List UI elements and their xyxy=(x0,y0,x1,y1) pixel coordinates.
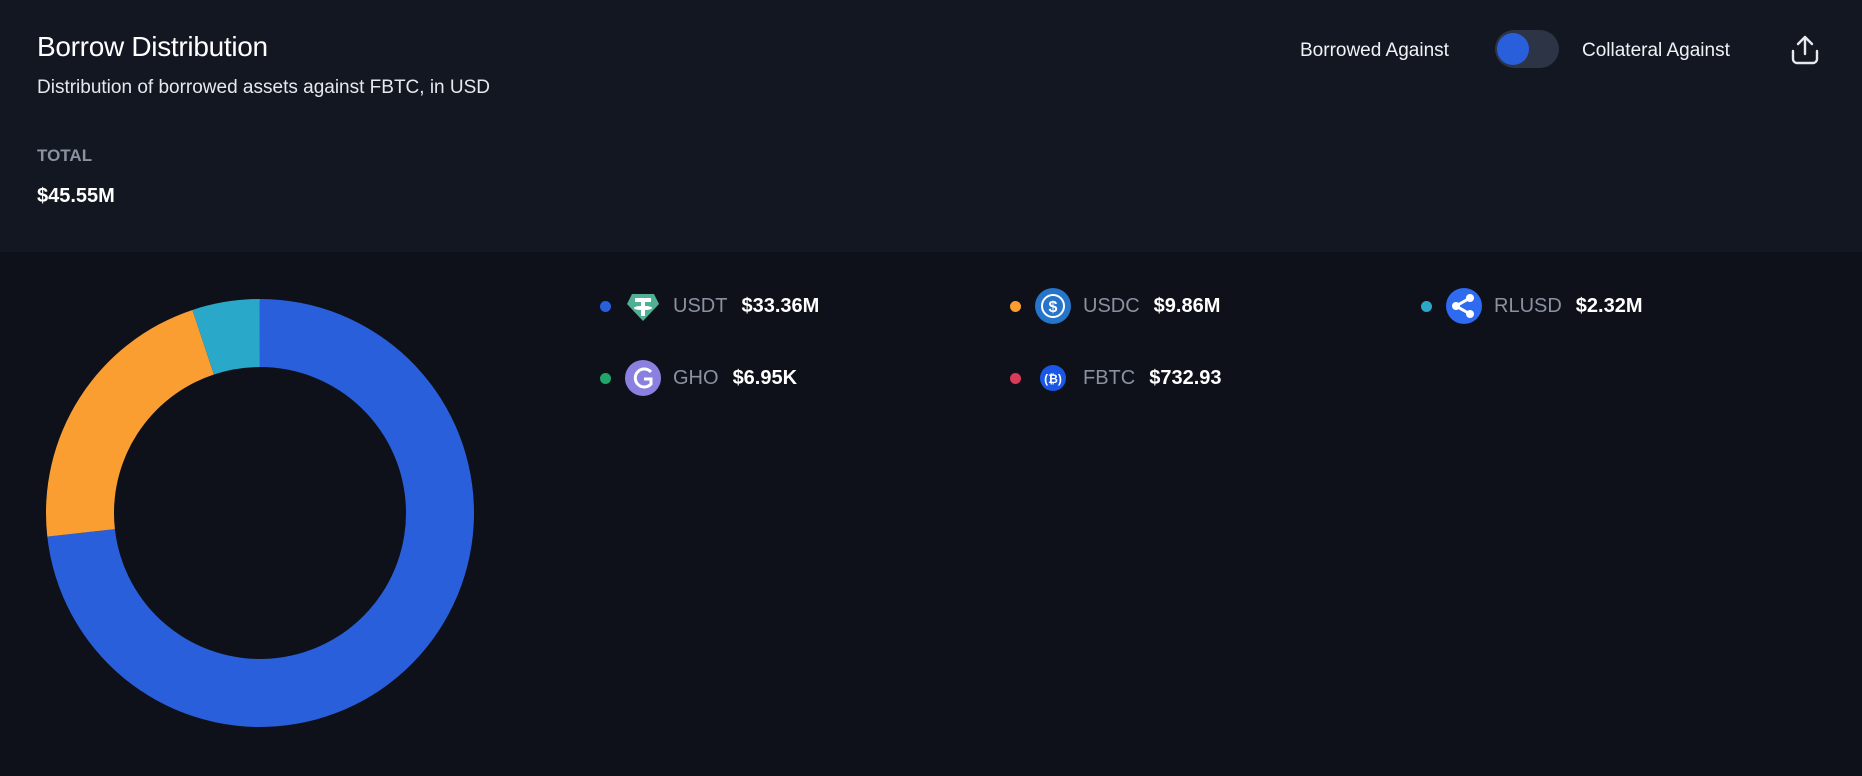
borrowed-against-label[interactable]: Borrowed Against xyxy=(1300,40,1449,61)
tether-icon xyxy=(625,288,661,324)
asset-value: $732.93 xyxy=(1149,366,1222,389)
legend-dot xyxy=(1010,300,1021,312)
donut-chart xyxy=(46,299,474,727)
legend-dot xyxy=(1421,300,1432,312)
fbtc-icon: (₿) xyxy=(1035,360,1071,396)
collateral-against-label[interactable]: Collateral Against xyxy=(1582,40,1730,61)
distribution-toggle[interactable] xyxy=(1495,30,1559,68)
usdc-icon: $ xyxy=(1035,288,1071,324)
legend-item-rlusd[interactable]: RLUSD $2.32M xyxy=(1421,286,1643,326)
page-subtitle: Distribution of borrowed assets against … xyxy=(37,77,491,98)
total-label: TOTAL xyxy=(37,146,93,165)
asset-symbol: RLUSD xyxy=(1494,294,1562,317)
asset-value: $9.86M xyxy=(1153,294,1221,317)
slice-usdt[interactable] xyxy=(47,299,474,727)
asset-value: $2.32M xyxy=(1575,294,1643,317)
toggle-knob xyxy=(1497,33,1529,65)
ripple-icon xyxy=(1446,288,1482,324)
asset-symbol: GHO xyxy=(673,366,719,389)
gho-icon xyxy=(625,360,661,396)
svg-text:$: $ xyxy=(1049,299,1058,316)
asset-symbol: FBTC xyxy=(1083,366,1136,389)
legend-item-usdc[interactable]: $ USDC $9.86M xyxy=(1010,286,1220,326)
total-value: $45.55M xyxy=(37,185,115,207)
asset-value: $33.36M xyxy=(741,294,820,317)
legend-item-fbtc[interactable]: (₿) FBTC $732.93 xyxy=(1010,358,1222,398)
asset-symbol: USDC xyxy=(1083,294,1140,317)
legend-dot xyxy=(600,372,611,384)
legend-item-gho[interactable]: GHO $6.95K xyxy=(600,358,797,398)
legend-item-usdt[interactable]: USDT $33.36M xyxy=(600,286,819,326)
legend-dot xyxy=(600,300,611,312)
svg-text:(₿): (₿) xyxy=(1044,372,1062,386)
asset-value: $6.95K xyxy=(732,366,798,389)
asset-symbol: USDT xyxy=(673,294,728,317)
page-title: Borrow Distribution xyxy=(37,31,268,62)
header: Borrow Distribution Distribution of borr… xyxy=(0,0,1862,252)
slice-usdc[interactable] xyxy=(46,309,214,537)
slice-rlusd[interactable] xyxy=(192,299,260,375)
legend-dot xyxy=(1010,372,1021,384)
share-upload-icon[interactable] xyxy=(1790,34,1820,66)
